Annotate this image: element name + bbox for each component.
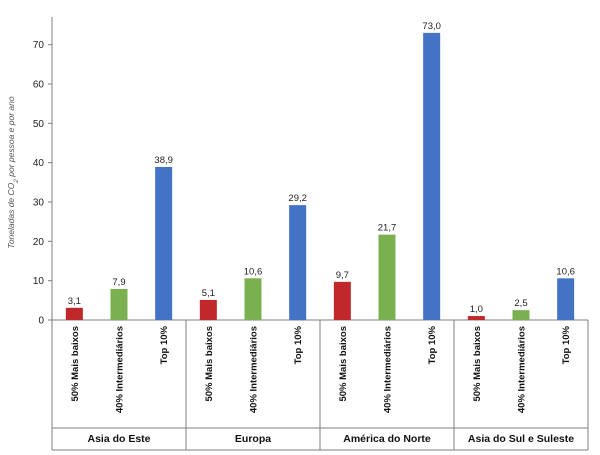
category-label: Top 10%: [293, 325, 304, 364]
category-label: Top 10%: [159, 325, 170, 364]
group-label: Asia do Sul e Suleste: [468, 433, 574, 445]
group-label: Asia do Este: [87, 433, 150, 445]
bar: [155, 166, 173, 320]
category-label: Top 10%: [427, 325, 438, 364]
y-axis-label: Toneladas de CO2 por pessoa e por ano: [6, 96, 20, 248]
category-labels-layer: 50% Mais baixos 40% Intermediários Top 10%…: [70, 325, 572, 413]
bar: [289, 205, 307, 320]
y-tick-label: 20: [33, 237, 45, 248]
category-label: 50% Mais baixos: [70, 326, 81, 402]
bar-value-label: 38,9: [154, 155, 173, 166]
bar-value-label: 73,0: [422, 21, 441, 32]
y-tick-label: 40: [33, 158, 45, 169]
bar-value-label: 3,1: [68, 296, 81, 307]
chart-axes: [51, 17, 589, 451]
bars-layer: [65, 32, 575, 320]
bar-value-label: 1,0: [470, 304, 483, 315]
group-label: América do Norte: [343, 433, 431, 445]
bar-value-label: 7,9: [112, 277, 125, 288]
category-label: 40% Intermediários: [517, 326, 528, 413]
category-label: 50% Mais baixos: [204, 326, 215, 402]
bar: [244, 278, 262, 320]
bar: [512, 310, 530, 320]
value-labels-layer: 3,1 7,9 38,9 5,1 10,6 29,2 9,7 21,7 73,0 1,0 2,5 10…: [68, 21, 575, 315]
category-label: 50% Mais baixos: [472, 326, 483, 402]
y-tick-label: 70: [33, 40, 45, 51]
category-label: 50% Mais baixos: [338, 326, 349, 402]
category-label: 40% Intermediários: [383, 326, 394, 413]
group-label: Europa: [235, 433, 271, 445]
y-tick-label: 0: [38, 316, 44, 327]
y-tick-label: 50: [33, 119, 45, 130]
bar: [378, 234, 396, 320]
bar-value-label: 21,7: [378, 223, 397, 234]
bar: [557, 278, 575, 320]
group-labels-layer: Asia do Este Europa América do Norte Asia d…: [87, 433, 574, 445]
bar-value-label: 10,6: [244, 266, 263, 277]
bar-value-label: 9,7: [336, 270, 349, 281]
bar: [467, 316, 485, 320]
bar: [110, 288, 128, 320]
y-axis-ticks: 0 10 20 30 40 50 60 70: [33, 40, 52, 327]
y-tick-label: 30: [33, 198, 45, 209]
category-label: 40% Intermediários: [249, 326, 260, 413]
bar: [423, 32, 441, 320]
y-tick-label: 60: [33, 80, 45, 91]
bar: [65, 307, 83, 320]
category-label: Top 10%: [561, 325, 572, 364]
bar-value-label: 10,6: [556, 266, 575, 277]
y-tick-label: 10: [33, 276, 45, 287]
category-label: 40% Intermediários: [115, 326, 126, 413]
bar-value-label: 2,5: [514, 298, 527, 309]
bar: [333, 281, 351, 320]
bar-value-label: 5,1: [202, 288, 215, 299]
bar: [199, 299, 217, 320]
bar-value-label: 29,2: [288, 193, 307, 204]
